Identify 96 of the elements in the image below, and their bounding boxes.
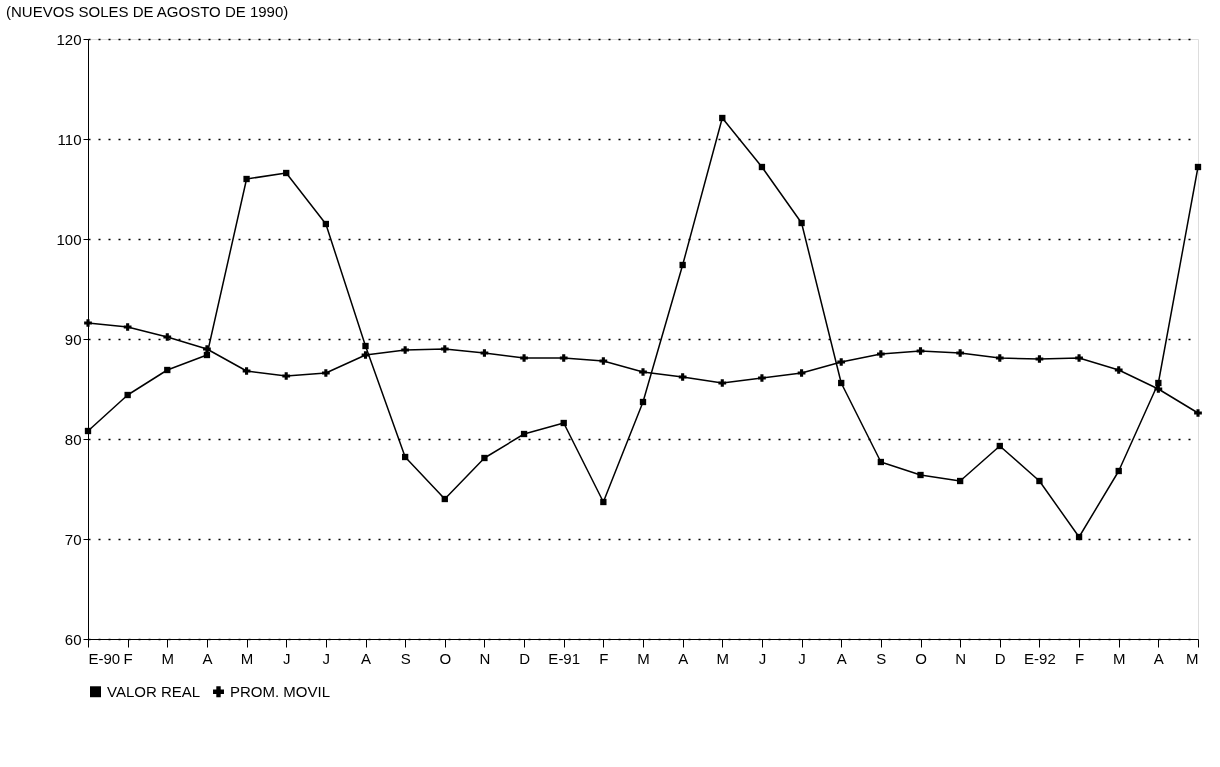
point	[361, 351, 370, 359]
point	[877, 458, 885, 466]
point	[481, 454, 488, 462]
x-tick-label: D	[994, 649, 1006, 667]
x-tick-label: A	[202, 649, 213, 667]
x-tick-label: M	[1112, 649, 1126, 667]
point	[1155, 379, 1162, 387]
point	[560, 419, 567, 427]
point	[401, 453, 409, 461]
x-tick-label: M	[240, 649, 254, 667]
point	[996, 442, 1003, 450]
x-tick-label: J	[758, 649, 767, 667]
point	[84, 427, 92, 435]
point	[203, 345, 211, 353]
chart-title: (NUEVOS SOLES DE AGOSTO DE 1990)	[5, 3, 289, 20]
point	[520, 354, 528, 362]
point	[797, 369, 806, 377]
point	[1154, 385, 1163, 393]
point	[440, 345, 449, 353]
y-tick-label: 120	[56, 30, 82, 48]
point	[995, 354, 1004, 362]
point	[84, 319, 92, 327]
x-tick-label: E-92	[1024, 649, 1056, 667]
x-tick-label: N	[479, 649, 491, 667]
point	[718, 379, 727, 387]
point	[322, 220, 330, 228]
x-tick-label: F	[123, 649, 133, 667]
point	[639, 368, 647, 376]
point	[401, 346, 410, 354]
x-tick-label: J	[798, 649, 806, 667]
point	[798, 219, 805, 227]
point	[282, 372, 291, 380]
x-tick-label: M	[716, 649, 730, 667]
x-tick-label: M	[637, 649, 650, 667]
x-tick-label: M	[1186, 649, 1199, 667]
point	[876, 350, 885, 358]
point	[242, 367, 251, 375]
y-tick-label: 80	[64, 430, 82, 448]
point	[916, 347, 925, 355]
x-tick-label: S	[876, 649, 887, 667]
legend-label: VALOR REAL	[107, 682, 201, 700]
x-tick-label: A	[836, 649, 847, 667]
y-tick-label: 90	[64, 330, 82, 348]
point	[678, 373, 687, 381]
x-tick-label: A	[1153, 649, 1164, 667]
x-tick-label: O	[915, 649, 927, 667]
point	[480, 349, 489, 357]
point	[758, 374, 766, 382]
x-tick-label: J	[282, 649, 291, 667]
x-tick-label: D	[519, 649, 531, 667]
point	[1115, 467, 1122, 475]
point	[283, 169, 290, 177]
point	[124, 391, 131, 399]
point	[956, 349, 965, 357]
y-tick-label: 60	[64, 630, 82, 648]
point	[441, 495, 448, 503]
x-tick-label: O	[439, 649, 452, 667]
point	[164, 366, 171, 374]
point	[123, 323, 132, 331]
point	[1114, 366, 1123, 374]
x-tick-label: M	[161, 649, 175, 667]
point	[1194, 409, 1202, 417]
x-tick-label: J	[322, 649, 331, 667]
point	[1075, 354, 1083, 362]
y-tick-label: 70	[64, 530, 82, 548]
x-tick-label: E-90	[88, 649, 121, 667]
point	[1075, 533, 1083, 541]
point	[837, 358, 846, 366]
point	[321, 369, 330, 377]
y-tick-label: 100	[56, 230, 82, 248]
point	[679, 261, 686, 269]
legend-label: PROM. MOVIL	[230, 682, 331, 700]
point	[520, 430, 528, 438]
point	[1036, 477, 1043, 485]
x-tick-label: A	[678, 649, 689, 667]
x-tick-label: F	[599, 649, 609, 667]
point	[838, 379, 845, 387]
point	[917, 471, 924, 479]
point	[719, 114, 726, 122]
y-tick-label: 110	[57, 130, 82, 148]
point	[559, 354, 568, 362]
point	[758, 163, 766, 171]
point	[600, 498, 607, 506]
point	[1194, 163, 1202, 171]
x-tick-label: F	[1074, 649, 1085, 667]
x-tick-label: A	[360, 649, 372, 667]
point	[956, 477, 964, 485]
point	[639, 398, 647, 406]
x-tick-label: N	[955, 649, 967, 667]
x-tick-label: S	[400, 649, 411, 667]
point	[599, 357, 608, 365]
x-tick-label: E-91	[548, 649, 581, 667]
point	[163, 333, 172, 341]
point	[1035, 355, 1044, 363]
point	[243, 175, 250, 183]
point	[362, 342, 369, 350]
